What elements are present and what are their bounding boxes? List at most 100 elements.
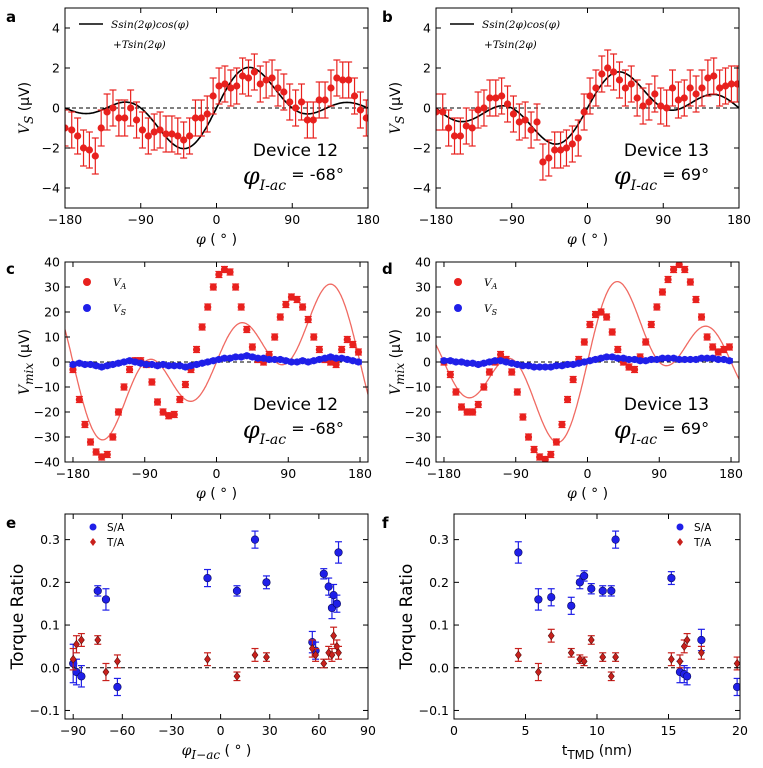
data-point bbox=[325, 648, 333, 658]
y-label-unit: (μV) bbox=[388, 82, 404, 116]
legend-label: T/A bbox=[693, 537, 712, 549]
data-point bbox=[321, 96, 329, 104]
phi-symbol: φ bbox=[614, 162, 631, 190]
y-tick-label: 0.3 bbox=[429, 532, 449, 547]
y-tick-label: −20 bbox=[405, 405, 431, 420]
data-point bbox=[226, 268, 234, 276]
data-point bbox=[591, 355, 600, 364]
x-tick-label: −90 bbox=[60, 723, 86, 738]
data-point bbox=[569, 375, 577, 384]
data-point bbox=[243, 325, 251, 334]
data-point bbox=[697, 635, 706, 645]
x-tick-label: 90 bbox=[280, 466, 296, 481]
y-tick-label: −30 bbox=[405, 430, 431, 445]
data-point bbox=[536, 453, 544, 461]
data-point bbox=[733, 658, 740, 668]
data-point bbox=[627, 80, 635, 88]
x-tick-label: 0 bbox=[217, 723, 225, 738]
data-point bbox=[356, 106, 365, 114]
x-tick-label: 180 bbox=[348, 466, 372, 481]
legend-marker bbox=[83, 304, 91, 312]
data-point bbox=[664, 354, 672, 362]
data-point bbox=[292, 104, 300, 112]
data-point bbox=[310, 333, 318, 341]
data-point bbox=[457, 358, 466, 366]
y-tick-label: 0 bbox=[52, 355, 60, 370]
x-label-symbol: φ bbox=[567, 232, 577, 248]
data-point bbox=[244, 74, 253, 82]
data-point bbox=[539, 158, 547, 166]
x-tick-label: −180 bbox=[48, 212, 82, 227]
x-label-text: t bbox=[562, 743, 568, 759]
legend-sub: A bbox=[491, 282, 498, 291]
data-point bbox=[232, 353, 240, 361]
data-point bbox=[262, 76, 270, 84]
x-tick-label: 5 bbox=[522, 723, 530, 738]
data-point bbox=[558, 420, 566, 429]
legend-marker bbox=[677, 538, 683, 546]
plot-area bbox=[436, 49, 739, 181]
panel-f: f 0 5 10 15 20 −0.1 0.0 0.1 0.2 0.3 tTMD (nm) Torque… bbox=[382, 513, 748, 762]
data-point bbox=[91, 152, 99, 160]
y-tick-label: 0 bbox=[423, 355, 431, 370]
x-label-unit: ( ° ) bbox=[577, 486, 608, 502]
data-point bbox=[262, 578, 271, 587]
data-point bbox=[237, 303, 245, 311]
x-tick-label: 20 bbox=[732, 723, 748, 738]
panel-letter-c: c bbox=[6, 260, 15, 278]
y-tick-label: 0.2 bbox=[429, 575, 449, 590]
data-point bbox=[633, 94, 641, 102]
y-tick-label: 0 bbox=[423, 101, 431, 116]
data-point bbox=[686, 278, 694, 286]
data-point bbox=[452, 358, 460, 366]
data-point bbox=[703, 333, 711, 341]
x-tick-label: 180 bbox=[727, 212, 751, 227]
data-point bbox=[502, 358, 510, 366]
panel-letter-b: b bbox=[382, 8, 393, 26]
y-tick-label: −0.1 bbox=[30, 703, 60, 718]
data-point bbox=[658, 354, 667, 362]
data-point bbox=[271, 355, 279, 364]
data-point bbox=[185, 132, 194, 140]
legend-label: VA bbox=[484, 277, 498, 291]
x-label-unit: ( ° ) bbox=[220, 743, 251, 759]
data-point bbox=[310, 357, 318, 365]
data-point bbox=[485, 368, 494, 376]
data-point bbox=[332, 354, 340, 362]
data-point bbox=[667, 654, 675, 664]
data-point bbox=[220, 354, 229, 362]
data-point bbox=[94, 635, 102, 645]
phi-value: = 69° bbox=[657, 419, 709, 438]
data-point bbox=[250, 535, 260, 544]
data-point bbox=[131, 358, 139, 366]
data-point bbox=[274, 84, 282, 92]
data-point bbox=[614, 354, 622, 362]
data-point bbox=[326, 358, 335, 366]
data-point bbox=[611, 535, 620, 544]
data-point bbox=[614, 345, 622, 354]
y-tick-label: −40 bbox=[405, 455, 431, 470]
data-point bbox=[97, 124, 105, 132]
data-point bbox=[621, 84, 629, 92]
data-point bbox=[121, 114, 129, 122]
data-point bbox=[670, 354, 678, 362]
data-point bbox=[326, 353, 335, 361]
data-point bbox=[248, 343, 256, 351]
data-point bbox=[215, 82, 223, 90]
y-tick-label: 10 bbox=[44, 330, 60, 345]
data-point bbox=[137, 359, 145, 367]
data-point bbox=[686, 84, 694, 92]
data-point bbox=[709, 343, 717, 351]
data-point bbox=[209, 283, 217, 291]
data-point bbox=[524, 362, 533, 370]
data-point bbox=[349, 340, 357, 349]
x-label-symbol: φ bbox=[567, 486, 577, 502]
data-point bbox=[446, 370, 454, 379]
data-point bbox=[498, 92, 506, 100]
data-point bbox=[609, 68, 618, 76]
x-label-symbol: φ bbox=[196, 486, 206, 502]
data-point bbox=[587, 584, 596, 593]
data-point bbox=[192, 345, 201, 354]
data-point bbox=[607, 671, 615, 681]
data-point bbox=[714, 355, 722, 364]
